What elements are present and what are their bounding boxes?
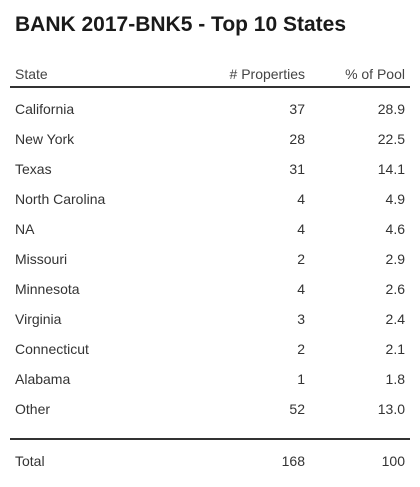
table-row: Minnesota 4 2.6 [10,274,410,304]
table-row: Other 52 13.0 [10,394,410,424]
table-row: NA 4 4.6 [10,214,410,244]
pool-cell: 28.9 [377,101,405,117]
pool-cell: 2.1 [385,341,405,357]
total-row: Total 168 100 [10,446,410,476]
table-row: Connecticut 2 2.1 [10,334,410,364]
properties-cell: 28 [289,131,305,147]
column-header-pool: % of Pool [345,66,405,82]
table-spacer [10,424,410,438]
pool-cell: 2.9 [385,251,405,267]
properties-cell: 4 [297,191,305,207]
pool-cell: 4.9 [385,191,405,207]
properties-cell: 4 [297,281,305,297]
state-cell: North Carolina [15,191,106,207]
table-row: Alabama 1 1.8 [10,364,410,394]
header-divider [10,86,410,88]
properties-cell: 52 [289,401,305,417]
properties-cell: 31 [289,161,305,177]
state-cell: New York [15,131,75,147]
state-cell: Alabama [15,371,71,387]
table-row: California 37 28.9 [10,94,410,124]
total-pool: 100 [381,453,405,469]
pool-cell: 2.4 [385,311,405,327]
total-divider [10,438,410,440]
pool-cell: 13.0 [377,401,405,417]
pool-cell: 22.5 [377,131,405,147]
state-cell: Texas [15,161,52,177]
properties-cell: 37 [289,101,305,117]
table-row: Virginia 3 2.4 [10,304,410,334]
column-header-state: State [15,66,48,82]
state-cell: Minnesota [15,281,80,297]
column-header-properties: # Properties [229,66,305,82]
pool-cell: 1.8 [385,371,405,387]
state-cell: Other [15,401,51,417]
states-table: State # Properties % of Pool California … [10,62,410,476]
table-header: State # Properties % of Pool [10,62,410,86]
table-row: Texas 31 14.1 [10,154,410,184]
properties-cell: 2 [297,341,305,357]
state-cell: Virginia [15,311,62,327]
table-row: Missouri 2 2.9 [10,244,410,274]
properties-cell: 1 [297,371,305,387]
pool-cell: 4.6 [385,221,405,237]
pool-cell: 2.6 [385,281,405,297]
table-row: New York 28 22.5 [10,124,410,154]
table-row: North Carolina 4 4.9 [10,184,410,214]
page-title: BANK 2017-BNK5 - Top 10 States [15,13,347,36]
total-label: Total [15,453,45,469]
pool-cell: 14.1 [377,161,405,177]
state-cell: California [15,101,75,117]
properties-cell: 3 [297,311,305,327]
total-properties: 168 [281,453,305,469]
state-cell: NA [15,221,35,237]
properties-cell: 2 [297,251,305,267]
state-cell: Missouri [15,251,68,267]
state-cell: Connecticut [15,341,89,357]
properties-cell: 4 [297,221,305,237]
